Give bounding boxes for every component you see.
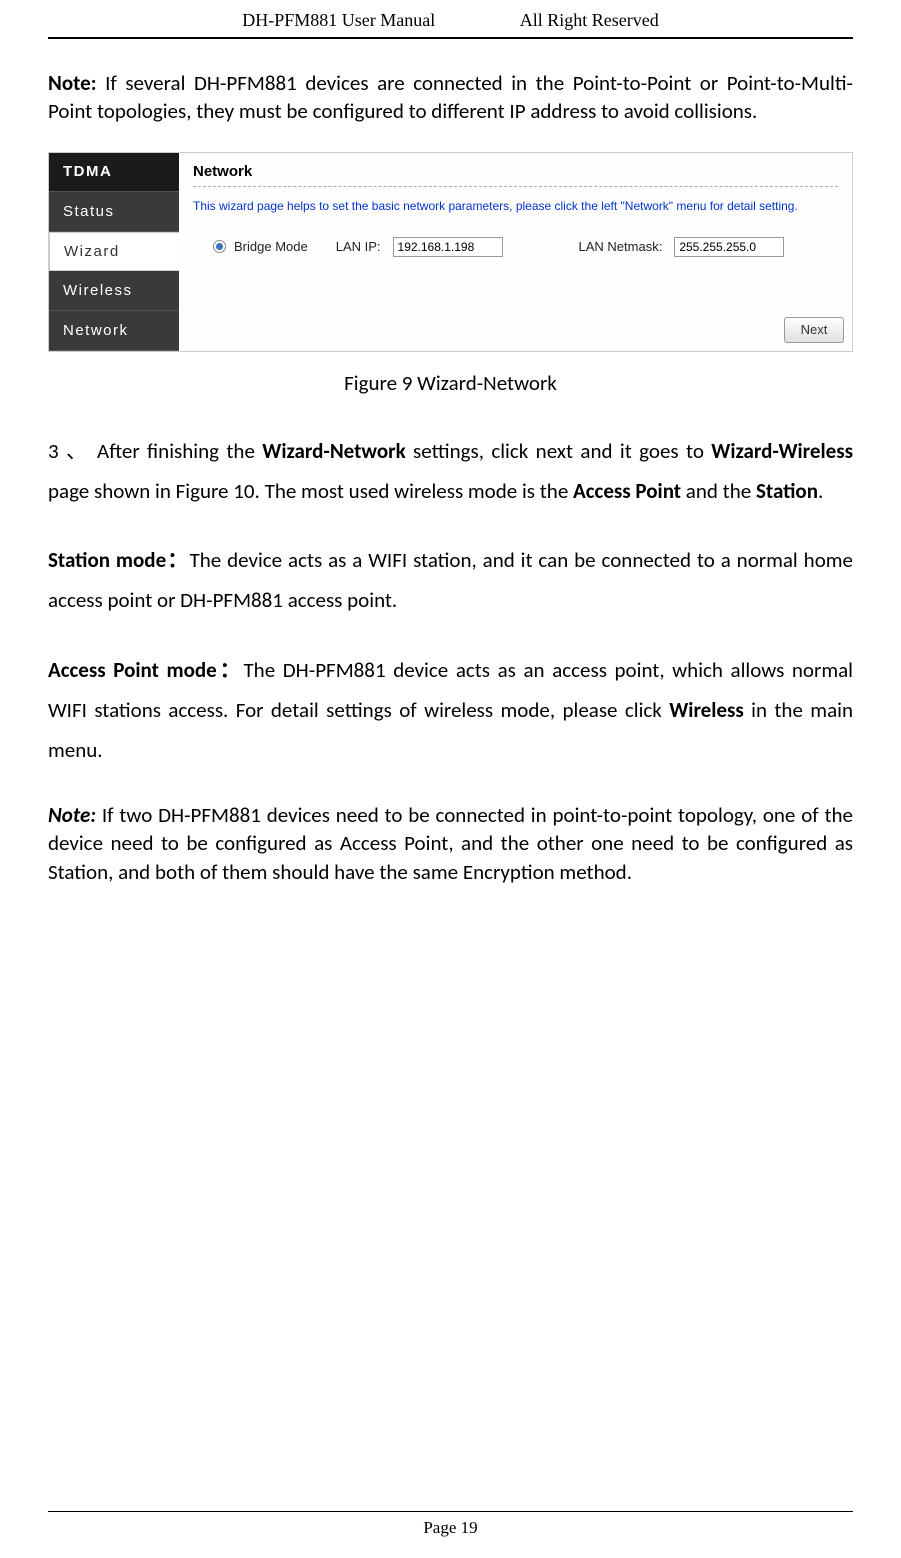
panel-description: This wizard page helps to set the basic … xyxy=(193,199,838,213)
note-2-text: If two DH-PFM881 devices need to be conn… xyxy=(48,802,853,885)
step3-mid1: settings, click next and it goes to xyxy=(406,438,712,464)
step3-wizard-wireless: Wizard-Wireless xyxy=(711,438,853,464)
ap-mode-label: Access Point mode： xyxy=(48,657,243,683)
note-1: Note: If several DH-PFM881 devices are c… xyxy=(48,69,853,126)
step3-mid3: and the xyxy=(681,478,756,504)
sidebar-item-network[interactable]: Network xyxy=(49,311,179,351)
screenshot-main-panel: Network This wizard page helps to set th… xyxy=(179,153,852,351)
step3-mid2: page shown in Figure 10. The most used w… xyxy=(48,478,573,504)
note-2: Note: If two DH-PFM881 devices need to b… xyxy=(48,801,853,886)
header-left: DH-PFM881 User Manual xyxy=(242,10,435,31)
ap-mode-paragraph: Access Point mode：The DH-PFM881 device a… xyxy=(48,651,853,771)
step3-station: Station xyxy=(756,478,818,504)
header-right: All Right Reserved xyxy=(520,10,659,31)
step-3-paragraph: 3 、 After finishing the Wizard-Network s… xyxy=(48,432,853,512)
bridge-mode-radio[interactable] xyxy=(213,240,226,253)
note-1-text: If several DH-PFM881 devices are connect… xyxy=(48,70,853,124)
sidebar-item-wizard[interactable]: Wizard xyxy=(49,232,179,272)
step3-access-point: Access Point xyxy=(573,478,681,504)
sidebar-item-wireless[interactable]: Wireless xyxy=(49,271,179,311)
form-row: Bridge Mode LAN IP: LAN Netmask: xyxy=(213,237,838,257)
lan-netmask-label: LAN Netmask: xyxy=(579,239,663,254)
page-header: DH-PFM881 User Manual All Right Reserved xyxy=(48,0,853,39)
panel-title: Network xyxy=(193,163,838,187)
figure-caption: Figure 9 Wizard-Network xyxy=(48,370,853,396)
note-1-label: Note: xyxy=(48,70,97,96)
radio-dot-icon xyxy=(216,243,223,250)
sidebar-item-tdma[interactable]: TDMA xyxy=(49,153,179,193)
page-footer: Page 19 xyxy=(48,1511,853,1538)
station-mode-label: Station mode： xyxy=(48,547,189,573)
step3-wizard-network: Wizard-Network xyxy=(262,438,405,464)
lan-ip-label: LAN IP: xyxy=(336,239,381,254)
note-2-label: Note: xyxy=(48,802,96,828)
sidebar-item-status[interactable]: Status xyxy=(49,192,179,232)
station-mode-paragraph: Station mode：The device acts as a WIFI s… xyxy=(48,541,853,621)
wizard-network-screenshot: TDMA Status Wizard Wireless Network Netw… xyxy=(48,152,853,352)
ap-mode-wireless: Wireless xyxy=(669,697,743,723)
step3-end: . xyxy=(818,478,823,504)
lan-netmask-input[interactable] xyxy=(674,237,784,257)
bridge-mode-label: Bridge Mode xyxy=(234,239,308,254)
step3-prefix: 3 、 After finishing the xyxy=(48,438,262,464)
lan-ip-input[interactable] xyxy=(393,237,503,257)
next-button[interactable]: Next xyxy=(784,317,844,343)
screenshot-sidebar: TDMA Status Wizard Wireless Network xyxy=(49,153,179,351)
